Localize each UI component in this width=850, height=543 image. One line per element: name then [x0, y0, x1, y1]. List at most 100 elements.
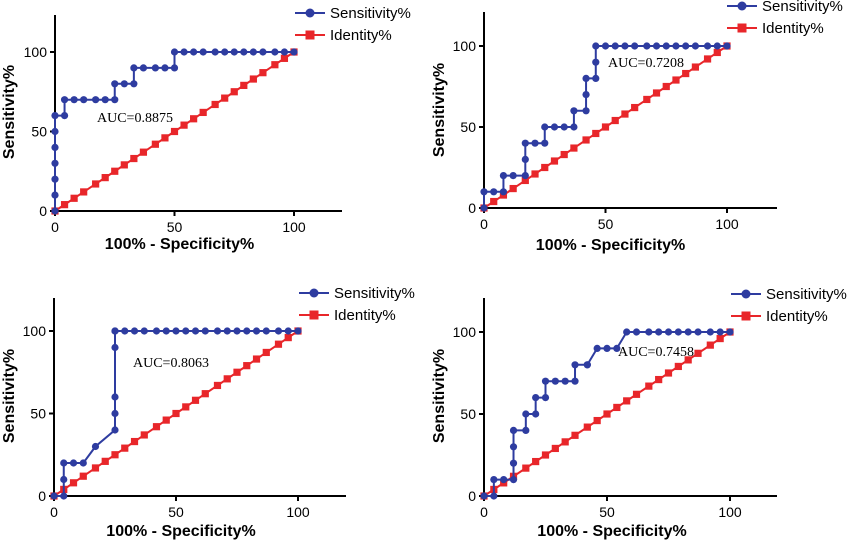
data-point: [551, 444, 559, 453]
data-point: [582, 91, 590, 99]
data-point: [252, 327, 261, 335]
data-point: [509, 459, 518, 467]
data-point: [252, 355, 261, 363]
data-point: [532, 394, 540, 402]
data-point: [713, 48, 721, 57]
data-point: [139, 64, 148, 72]
data-point: [191, 327, 200, 335]
data-point: [509, 184, 517, 193]
data-point: [613, 344, 621, 352]
data-point: [716, 334, 724, 343]
data-point: [582, 136, 590, 144]
data-point: [631, 42, 639, 50]
data-point: [101, 96, 109, 104]
data-point: [60, 112, 69, 120]
data-point: [521, 139, 529, 147]
data-point: [509, 172, 517, 180]
data-point: [623, 397, 631, 405]
data-point: [490, 492, 498, 500]
data-point: [130, 154, 138, 163]
legend-label: Identity%: [330, 27, 392, 44]
data-point: [723, 42, 731, 50]
x-tick-label: 50: [599, 504, 615, 520]
data-point: [582, 107, 590, 115]
data-point: [182, 403, 190, 411]
data-point: [92, 96, 100, 104]
data-point: [522, 410, 530, 418]
data-point: [500, 476, 508, 484]
data-point: [570, 123, 578, 131]
data-point: [592, 74, 600, 82]
data-point: [199, 108, 207, 117]
data-point: [130, 327, 139, 335]
data-point: [130, 80, 138, 88]
data-point: [190, 115, 198, 123]
auc-annotation: AUC=0.8063: [133, 356, 209, 371]
data-point: [652, 89, 661, 97]
data-point: [262, 327, 270, 335]
data-point: [290, 48, 298, 56]
data-point: [111, 393, 119, 401]
data-point: [233, 368, 241, 376]
data-point: [621, 42, 629, 50]
x-tick-label: 0: [480, 504, 488, 520]
y-tick-label: 0: [38, 488, 46, 504]
data-point: [531, 139, 539, 147]
data-point: [221, 94, 229, 102]
data-point: [611, 116, 619, 125]
data-point: [662, 42, 670, 50]
legend: Sensitivity% Identity%: [299, 285, 415, 324]
data-point: [582, 74, 590, 82]
data-point: [121, 444, 129, 452]
legend-marker-square: [741, 311, 751, 321]
data-point: [182, 327, 190, 335]
data-point: [593, 344, 601, 352]
data-point: [521, 155, 529, 163]
x-axis-label: 100% - Specificity%: [536, 237, 685, 254]
data-point: [643, 95, 651, 104]
data-point: [51, 175, 59, 183]
legend-marker-square: [309, 310, 319, 320]
data-point: [92, 180, 100, 188]
data-point: [726, 328, 734, 336]
data-point: [674, 362, 682, 371]
data-point: [161, 64, 169, 72]
data-point: [243, 362, 251, 370]
data-point: [499, 172, 508, 180]
data-point: [111, 409, 119, 418]
data-point: [240, 81, 248, 89]
sensitivity-series: [51, 48, 298, 215]
legend-label: Sensitivity%: [334, 285, 415, 302]
data-point: [213, 327, 222, 335]
data-point: [623, 328, 631, 336]
data-point: [694, 328, 702, 336]
data-point: [249, 48, 257, 56]
y-axis-label: Sensitivity%: [431, 349, 448, 443]
data-point: [691, 42, 700, 50]
data-point: [560, 150, 568, 159]
data-point: [240, 48, 248, 56]
data-point: [161, 134, 169, 142]
data-point: [120, 80, 128, 88]
y-tick-label: 50: [30, 406, 46, 422]
data-point: [509, 443, 518, 451]
data-point: [480, 188, 488, 196]
data-point: [655, 375, 663, 384]
data-point: [190, 48, 198, 56]
y-axis-label: Sensitivity%: [431, 63, 448, 157]
data-point: [180, 121, 188, 129]
data-point: [480, 492, 488, 500]
y-tick-label: 100: [453, 38, 477, 54]
x-tick-label: 100: [282, 219, 306, 235]
x-tick-label: 0: [51, 219, 59, 235]
data-point: [682, 42, 690, 50]
data-point: [601, 42, 610, 50]
data-point: [652, 42, 661, 50]
data-point: [284, 327, 292, 335]
auc-annotation: AUC=0.8875: [97, 111, 173, 126]
sensitivity-series: [50, 327, 302, 500]
data-point: [152, 327, 161, 335]
data-point: [170, 48, 179, 56]
data-point: [284, 334, 292, 342]
data-point: [571, 377, 579, 385]
